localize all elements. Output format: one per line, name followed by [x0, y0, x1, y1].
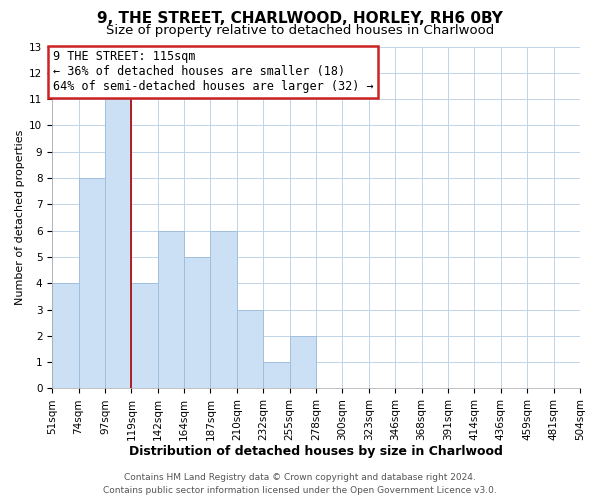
- Bar: [211, 230, 237, 388]
- Text: Size of property relative to detached houses in Charlwood: Size of property relative to detached ho…: [106, 24, 494, 37]
- Bar: [131, 284, 158, 389]
- Bar: [52, 284, 79, 389]
- Text: 9 THE STREET: 115sqm
← 36% of detached houses are smaller (18)
64% of semi-detac: 9 THE STREET: 115sqm ← 36% of detached h…: [53, 50, 373, 94]
- Bar: [105, 99, 131, 388]
- Bar: [263, 362, 290, 388]
- Bar: [79, 178, 105, 388]
- Text: Contains HM Land Registry data © Crown copyright and database right 2024.
Contai: Contains HM Land Registry data © Crown c…: [103, 474, 497, 495]
- Bar: [158, 230, 184, 388]
- Text: 9, THE STREET, CHARLWOOD, HORLEY, RH6 0BY: 9, THE STREET, CHARLWOOD, HORLEY, RH6 0B…: [97, 11, 503, 26]
- Bar: [290, 336, 316, 388]
- Bar: [237, 310, 263, 388]
- X-axis label: Distribution of detached houses by size in Charlwood: Distribution of detached houses by size …: [129, 444, 503, 458]
- Y-axis label: Number of detached properties: Number of detached properties: [15, 130, 25, 305]
- Bar: [184, 257, 211, 388]
